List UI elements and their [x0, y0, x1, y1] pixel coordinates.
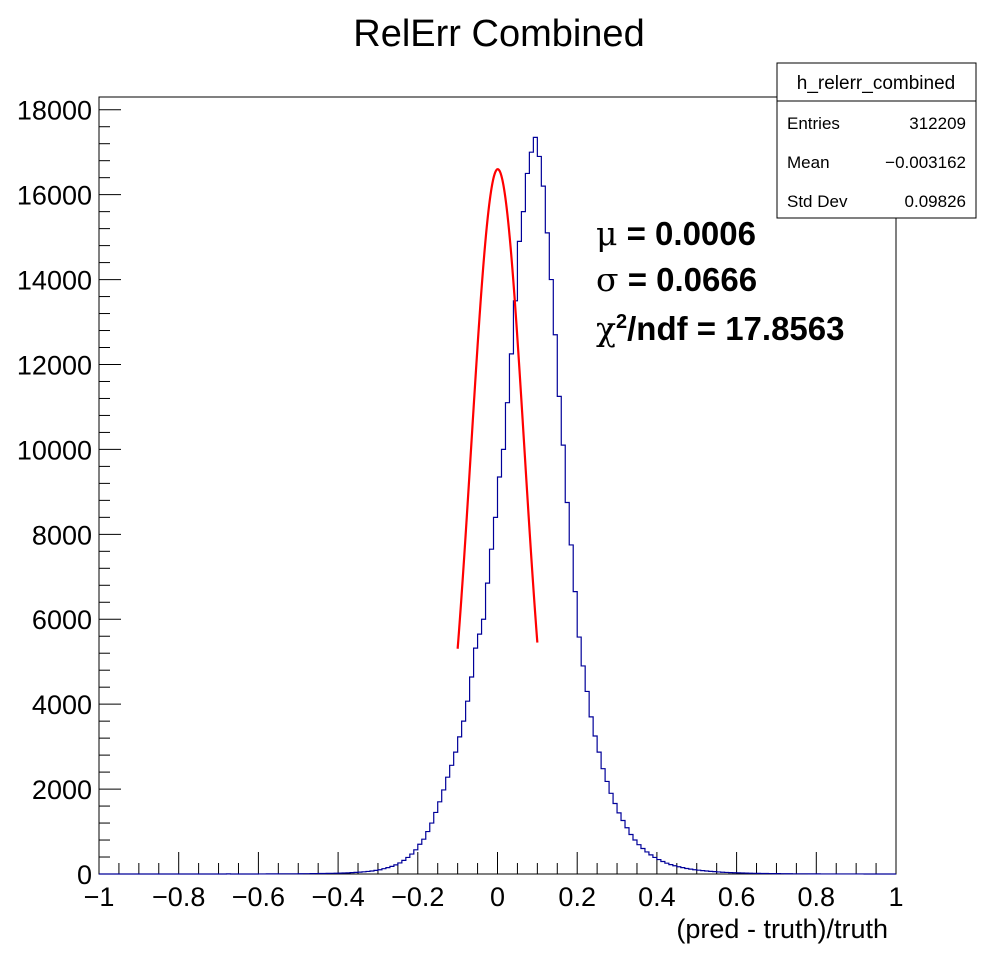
stats-box: h_relerr_combined Entries 312209 Mean −0… — [776, 62, 977, 219]
fit-chi2-value: /ndf = 17.8563 — [627, 310, 844, 347]
y-tick-label: 6000 — [32, 605, 92, 635]
y-tick-label: 18000 — [17, 96, 92, 126]
x-tick-label: 0.6 — [718, 882, 756, 912]
x-tick-label: −0.6 — [232, 882, 285, 912]
x-axis-tick-labels: −1 −0.8 −0.6 −0.4 −0.2 0 0.2 0.4 0.6 0.8 1 — [84, 882, 904, 912]
y-tick-label: 8000 — [32, 520, 92, 550]
fit-mu-value: = 0.0006 — [617, 215, 756, 252]
fit-sigma-value: = 0.0666 — [619, 261, 758, 298]
x-axis — [98, 852, 897, 874]
stats-entries-label: Entries — [787, 114, 840, 133]
y-tick-label: 12000 — [17, 350, 92, 380]
x-tick-label: −0.8 — [152, 882, 205, 912]
x-tick-label: 0.2 — [558, 882, 596, 912]
chi-symbol: χ — [596, 309, 616, 348]
histogram-series — [99, 136, 896, 875]
sigma-symbol: σ — [596, 260, 619, 299]
stats-mean-label: Mean — [787, 153, 830, 172]
stats-histogram-name: h_relerr_combined — [797, 73, 955, 94]
y-tick-label: 14000 — [17, 266, 92, 296]
x-tick-label: −0.2 — [391, 882, 444, 912]
stats-stddev-value: 0.09826 — [905, 192, 966, 211]
fit-mu-line: μ = 0.0006 — [596, 214, 756, 253]
stats-entries-value: 312209 — [909, 114, 966, 133]
x-tick-label: 0.4 — [638, 882, 676, 912]
y-tick-label: 2000 — [32, 775, 92, 805]
x-tick-label: −0.4 — [311, 882, 364, 912]
stats-stddev-label: Std Dev — [787, 192, 848, 211]
stats-mean-value: −0.003162 — [885, 153, 966, 172]
y-tick-label: 10000 — [17, 435, 92, 465]
x-axis-title: (pred - truth)/truth — [676, 914, 888, 944]
y-tick-label: 0 — [77, 860, 92, 890]
chi-superscript: 2 — [616, 311, 627, 333]
chart-title: RelErr Combined — [353, 13, 644, 55]
x-tick-label: 0.8 — [798, 882, 836, 912]
y-tick-label: 4000 — [32, 690, 92, 720]
stats-box-frame — [776, 62, 977, 219]
x-tick-label: 0 — [490, 882, 505, 912]
y-axis-tick-labels: 0 2000 4000 6000 8000 10000 12000 14000 16000 180… — [17, 96, 92, 890]
mu-symbol: μ — [596, 214, 617, 253]
y-tick-label: 16000 — [17, 181, 92, 211]
y-axis — [99, 109, 121, 875]
fit-sigma-line: σ = 0.0666 — [596, 260, 757, 299]
x-tick-label: 1 — [888, 882, 903, 912]
fit-chi2-line: χ2/ndf = 17.8563 — [596, 309, 845, 348]
fit-annotation: μ = 0.0006 σ = 0.0666 χ2/ndf = 17.8563 — [596, 214, 845, 348]
gaussian-fit-curve — [456, 168, 539, 649]
x-tick-label: −1 — [84, 882, 115, 912]
